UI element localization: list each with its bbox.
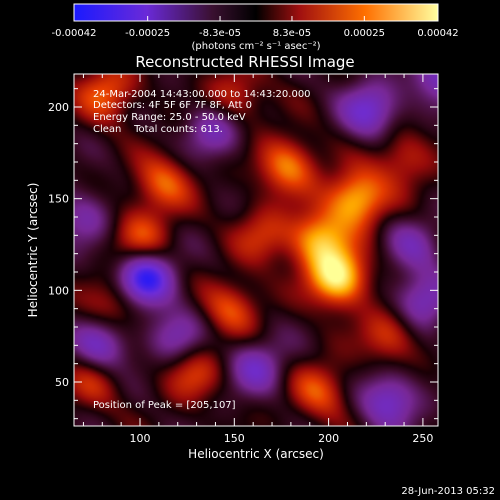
colorbar-tick-label: -0.00025 [125, 28, 170, 39]
x-tick-label: 250 [412, 432, 433, 445]
colorbar-tick-label: 0.00042 [417, 28, 458, 39]
chart-title: Reconstructed RHESSI Image [135, 53, 354, 71]
colorbar-tick-label: -0.00042 [52, 28, 97, 39]
axes: 100 150 200 250 50 100 150 200 [48, 74, 438, 445]
plot-frame [73, 73, 439, 427]
annotation-energy-range: Energy Range: 25.0 - 50.0 keV [93, 112, 246, 123]
x-tick-label: 150 [224, 432, 245, 445]
colorbar-tick-label: -8.3e-05 [199, 28, 241, 39]
annotation-counts: Clean Total counts: 613. [93, 124, 223, 135]
x-tick-label: 100 [130, 432, 151, 445]
colorbar-ticks: -0.00042 -0.00025 -8.3e-05 8.3e-05 0.00025 0.… [52, 16, 459, 39]
y-tick-label: 50 [55, 376, 69, 389]
x-axis-label: Heliocentric X (arcsec) [188, 447, 324, 461]
heatmap-image [74, 74, 438, 426]
peak-position-label: Position of Peak = [205,107] [93, 400, 236, 411]
x-tick-label: 200 [318, 432, 339, 445]
footer-date: 28-Jun-2013 05:32 [401, 486, 495, 497]
y-axis-label: Heliocentric Y (arcsec) [26, 183, 40, 318]
y-tick-label: 100 [48, 284, 69, 297]
y-tick-label: 200 [48, 101, 69, 114]
y-tick-label: 150 [48, 193, 69, 206]
annotation-time-range: 24-Mar-2004 14:43:00.000 to 14:43:20.000 [93, 89, 311, 100]
colorbar-tick-label: 0.00025 [344, 28, 385, 39]
colorbar [73, 3, 439, 22]
colorbar-tick-label: 8.3e-05 [273, 28, 311, 39]
colorbar-units-label: (photons cm⁻² s⁻¹ asec⁻²) [191, 41, 320, 52]
annotation-detectors: Detectors: 4F 5F 6F 7F 8F, Att 0 [93, 100, 252, 111]
